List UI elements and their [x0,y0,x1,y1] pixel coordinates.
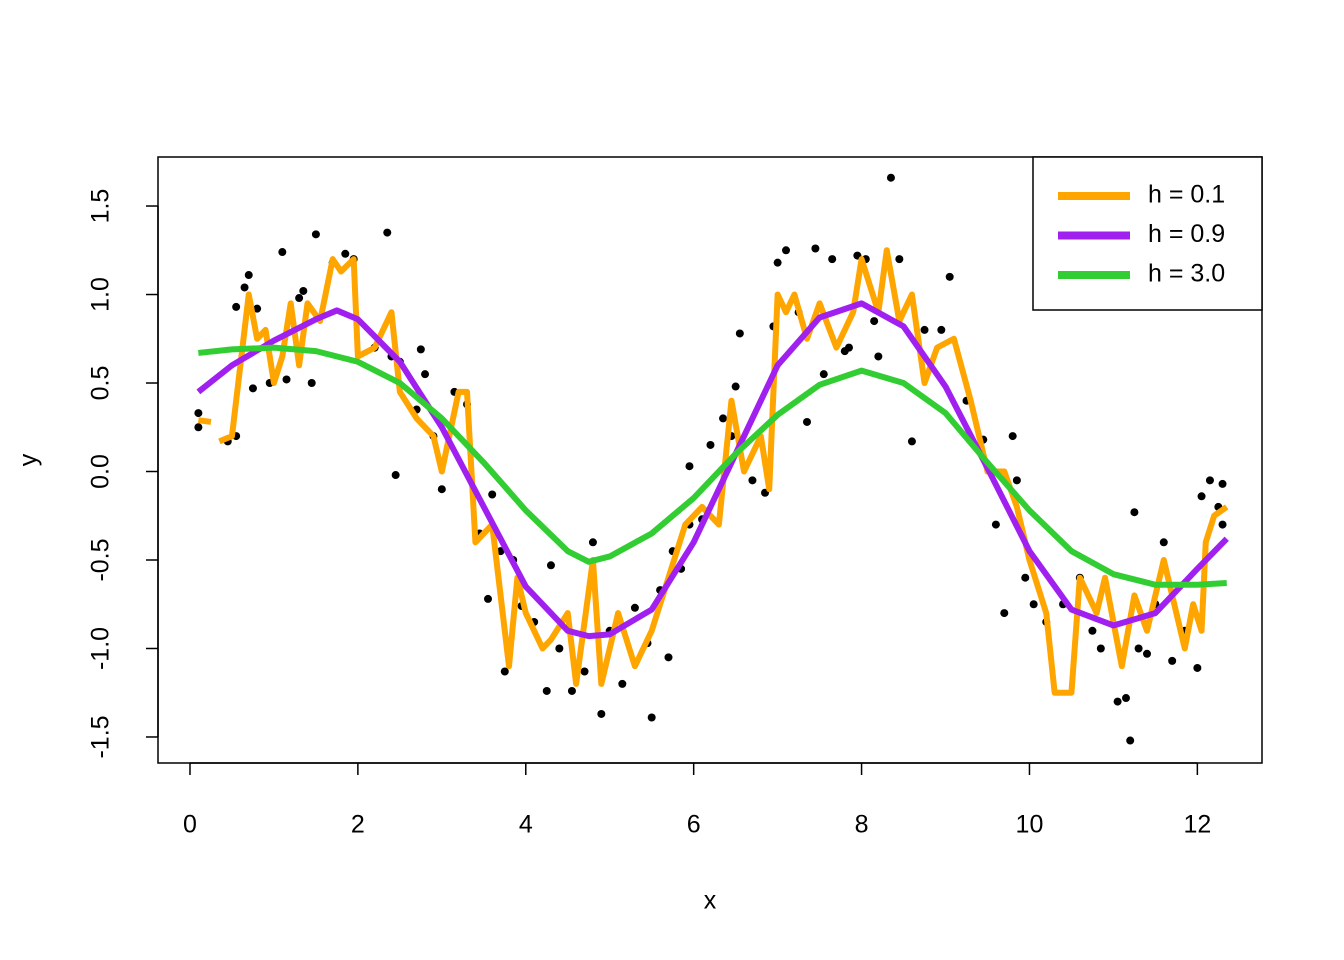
data-point [546,561,555,570]
data-point [295,294,304,303]
data-point [945,272,954,281]
x-tick-label: 8 [855,811,869,839]
data-point [811,244,820,253]
data-point [194,423,203,432]
data-point [685,462,694,471]
x-tick-label: 12 [1183,811,1211,839]
y-tick-label: -1.5 [87,715,115,758]
data-point [1134,644,1143,653]
data-point [1142,649,1151,658]
data-point [1029,600,1038,609]
data-point [819,370,828,379]
data-point [421,370,430,379]
data-point [1012,476,1021,485]
smooth-line [196,300,1229,640]
data-point [1159,538,1168,547]
data-point [391,471,400,480]
data-point [1218,479,1227,488]
data-point [488,490,497,499]
data-point [828,255,837,264]
data-point [1113,697,1122,706]
data-point [1193,663,1202,672]
data-point [542,686,551,695]
data-point [240,283,249,292]
data-point [416,345,425,354]
data-point [706,440,715,449]
data-point [597,709,606,718]
data-point [282,375,291,384]
data-point [194,409,203,418]
data-point [782,246,791,255]
data-point [618,679,627,688]
data-point [664,653,673,662]
data-point [773,258,782,267]
data-point [870,317,879,326]
data-point [1096,644,1105,653]
data-point [500,667,509,676]
x-tick-label: 2 [351,811,365,839]
data-point [991,520,1000,529]
y-tick-label: -0.5 [87,538,115,581]
data-point [483,594,492,603]
data-point [748,476,757,485]
x-axis-label: x [704,887,717,915]
legend-label: h = 0.1 [1148,181,1225,209]
data-point [630,603,639,612]
data-point [647,713,656,722]
data-point [383,228,392,237]
data-point [803,417,812,426]
data-point [1000,609,1009,618]
data-point [437,485,446,494]
data-point [886,173,895,182]
data-point [735,329,744,338]
data-point [1168,656,1177,665]
data-point [844,343,853,352]
data-point [248,384,257,393]
legend-label: h = 3.0 [1148,260,1225,288]
data-point [920,325,929,334]
x-tick-label: 6 [687,811,701,839]
data-point [1126,736,1135,745]
data-point [1218,520,1227,529]
y-tick-label: 1.0 [87,277,115,312]
data-point [895,255,904,264]
smooth-line [197,417,212,425]
y-tick-label: 0.0 [87,454,115,489]
x-tick-label: 0 [183,811,197,839]
data-point [719,414,728,423]
data-point [1088,626,1097,635]
data-point [1008,432,1017,441]
data-point [307,379,316,388]
data-point [278,248,287,257]
y-tick-label: 0.5 [87,366,115,401]
data-point [299,286,308,295]
data-point [580,667,589,676]
y-tick-label: 1.5 [87,189,115,224]
data-point [907,437,916,446]
data-point [731,382,740,391]
data-point [567,686,576,695]
data-point [1197,492,1206,501]
legend-label: h = 0.9 [1148,220,1225,248]
data-point [341,249,350,258]
data-point [937,325,946,334]
data-point [311,230,320,239]
y-axis-label: y [15,453,43,466]
data-point [232,302,241,311]
data-point [1021,573,1030,582]
data-point [874,352,883,361]
y-tick-label: -1.0 [87,627,115,670]
data-point [1130,508,1139,517]
data-point [555,644,564,653]
smooth-line [198,344,1227,588]
x-tick-label: 10 [1016,811,1044,839]
data-point [588,538,597,547]
data-point [253,304,262,313]
data-point [244,271,253,280]
data-point [1122,694,1131,703]
data-point [1205,476,1214,485]
x-tick-label: 4 [519,811,533,839]
smooth-line [218,247,1229,696]
